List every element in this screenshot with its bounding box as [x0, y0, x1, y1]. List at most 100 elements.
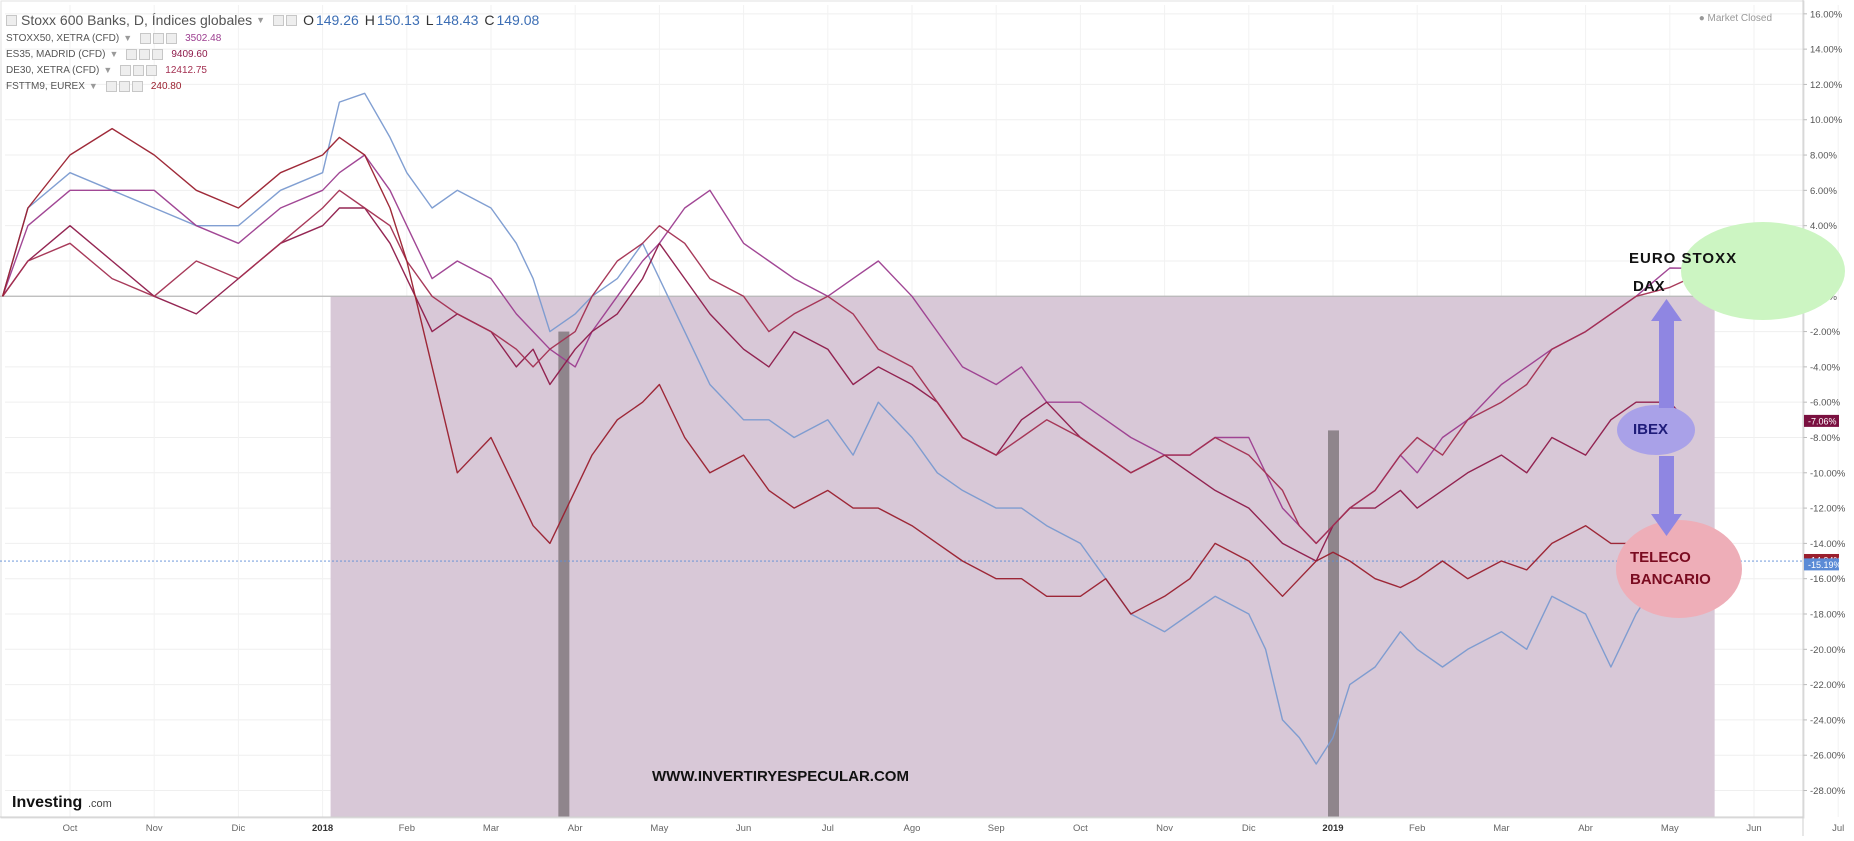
eye-icon[interactable]	[273, 14, 285, 26]
label-bancario: BANCARIO	[1630, 571, 1711, 588]
close-icon[interactable]	[152, 48, 164, 60]
compare-series-list: STOXX50, XETRA (CFD) ▼ 3502.48 ES35, MADRID…	[6, 30, 539, 94]
label-euro-stoxx: EURO STOXX	[1629, 250, 1737, 267]
x-tick-label: Oct	[1073, 823, 1088, 834]
series-line-4	[2, 189, 1687, 545]
chevron-down-icon[interactable]: ▼	[109, 49, 119, 59]
investing-logo[interactable]: Investing .com	[12, 794, 112, 811]
compare-series-value: 9409.60	[171, 48, 208, 60]
compare-series-name[interactable]: ES35, MADRID (CFD)	[6, 48, 106, 60]
x-tick-label: 2018	[312, 823, 333, 834]
x-tick-label: Sep	[988, 823, 1005, 834]
x-tick-label: Feb	[1409, 823, 1425, 834]
arrow-down-shaft	[1659, 456, 1674, 516]
compare-series-row[interactable]: ES35, MADRID (CFD) ▼ 9409.60	[6, 46, 539, 62]
green-ellipse	[1681, 222, 1845, 320]
collapse-icon[interactable]	[6, 14, 17, 26]
y-tick-label: -26.00%	[1810, 751, 1846, 762]
x-tick-label: Dic	[232, 823, 246, 834]
market-status-text: Market Closed	[1707, 13, 1772, 24]
y-tick-label: 16.00%	[1810, 9, 1843, 20]
vertical-bar-2	[1328, 430, 1339, 817]
x-tick-label: Feb	[399, 823, 415, 834]
compare-series-row[interactable]: DE30, XETRA (CFD) ▼ 12412.75	[6, 62, 539, 78]
y-tick-label: -22.00%	[1810, 680, 1846, 691]
y-tick-label: -6.00%	[1810, 398, 1841, 409]
label-dax: DAX	[1633, 278, 1665, 295]
chevron-down-icon[interactable]: ▼	[256, 15, 266, 25]
close-icon[interactable]	[146, 64, 158, 76]
ohlc-value: 150.13	[376, 12, 420, 28]
compare-series-name[interactable]: DE30, XETRA (CFD)	[6, 64, 100, 76]
compare-series-row[interactable]: FSTTM9, EUREX ▼ 240.80	[6, 78, 539, 94]
x-tick-label: Abr	[1578, 823, 1593, 834]
y-tick-label: -8.00%	[1810, 433, 1841, 444]
y-tick-label: 6.00%	[1810, 186, 1837, 197]
label-ibex: IBEX	[1633, 421, 1668, 438]
main-series-name[interactable]: Stoxx 600 Banks, D, Índices globales	[21, 12, 253, 28]
ohlc-value: 149.08	[496, 12, 540, 28]
y-tick-label: 4.00%	[1810, 221, 1837, 232]
vertical-bar-1	[558, 331, 570, 817]
x-tick-label: May	[650, 823, 668, 834]
legend: Stoxx 600 Banks, D, Índices globales ▼ O…	[6, 10, 539, 94]
chevron-down-icon[interactable]: ▼	[123, 33, 133, 43]
x-tick-label: Nov	[146, 823, 163, 834]
y-tick-label: 12.00%	[1810, 80, 1843, 91]
logo-suffix: .com	[88, 798, 112, 810]
compare-series-value: 240.80	[150, 80, 182, 92]
x-tick-label: Dic	[1242, 823, 1256, 834]
compare-series-value: 3502.48	[185, 32, 222, 44]
vertical-bars	[558, 331, 1339, 817]
eye-icon[interactable]	[105, 80, 117, 92]
ohlc-value: 148.43	[435, 12, 479, 28]
x-tick-label: Oct	[63, 823, 78, 834]
y-tick-label: -14.00%	[1810, 539, 1846, 550]
series-line-2	[1, 154, 1687, 545]
series-line-3	[2, 207, 1688, 562]
x-tick-label: May	[1661, 823, 1679, 834]
ohlc-key: O	[303, 12, 314, 28]
compare-series-value: 12412.75	[165, 64, 207, 76]
settings-icon[interactable]	[118, 80, 130, 92]
price-tag-text: -7.06%	[1808, 416, 1837, 426]
y-tick-label: -24.00%	[1810, 715, 1846, 726]
arrow-down-head	[1651, 514, 1682, 536]
compare-series-row[interactable]: STOXX50, XETRA (CFD) ▼ 3502.48	[6, 30, 539, 46]
x-tick-label: Abr	[568, 823, 583, 834]
price-tag-text: -15.19%	[1808, 560, 1842, 570]
y-tick-label: -4.00%	[1810, 362, 1841, 373]
settings-icon[interactable]	[286, 14, 298, 26]
compare-series-name[interactable]: STOXX50, XETRA (CFD)	[6, 32, 120, 44]
annotations: EURO STOXX DAX IBEX TELECO BANCARIO WWW.…	[652, 222, 1845, 785]
x-tick-label: Jul	[822, 823, 834, 834]
y-axis[interactable]: 16.00%14.00%12.00%10.00%8.00%6.00%4.00%2…	[1802, 0, 1846, 836]
series-line-1	[1, 92, 1687, 765]
ohlc-key: L	[425, 12, 434, 28]
settings-icon[interactable]	[153, 32, 165, 44]
x-axis[interactable]: Oct Nov Dic 2018 Feb Mar Abr May Jun Jul Ago Sep Oct…	[0, 816, 1844, 834]
series-group	[1, 92, 1688, 765]
ohlc-value: 149.26	[315, 12, 359, 28]
label-teleco: TELECO	[1630, 549, 1691, 566]
price-tag-bg	[1804, 558, 1839, 571]
y-tick-label: 14.00%	[1810, 45, 1843, 56]
compare-series-name[interactable]: FSTTM9, EUREX	[6, 80, 85, 92]
chevron-down-icon[interactable]: ▼	[103, 65, 113, 75]
series-line-5	[1, 127, 1688, 615]
close-icon[interactable]	[166, 32, 178, 44]
market-status: ● Market Closed	[1698, 13, 1772, 24]
eye-icon[interactable]	[140, 32, 152, 44]
price-tag-bg	[1804, 414, 1839, 427]
chevron-down-icon[interactable]: ▼	[88, 81, 98, 91]
eye-icon[interactable]	[120, 64, 132, 76]
close-icon[interactable]	[131, 80, 143, 92]
red-ellipse	[1616, 520, 1742, 618]
y-tick-label: -20.00%	[1810, 645, 1846, 656]
settings-icon[interactable]	[133, 64, 145, 76]
settings-icon[interactable]	[139, 48, 151, 60]
x-tick-label: 2019	[1322, 823, 1343, 834]
eye-icon[interactable]	[126, 48, 138, 60]
